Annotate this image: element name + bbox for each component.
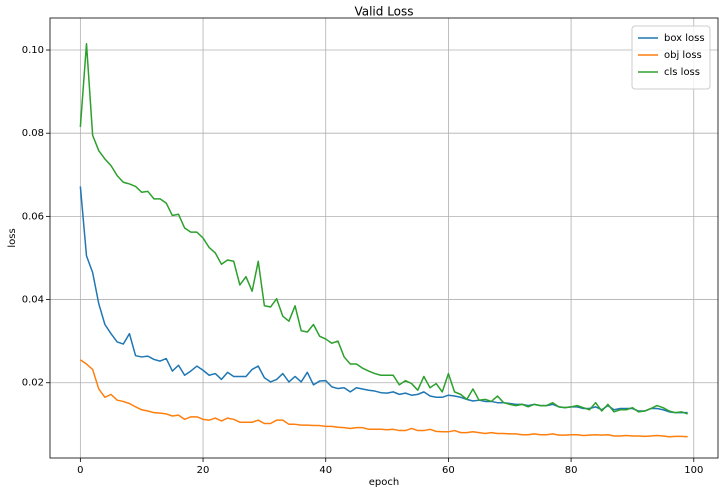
x-tick-label: 0	[77, 465, 83, 476]
x-axis-label: epoch	[369, 477, 399, 488]
series-line	[79, 359, 688, 438]
y-tick-label: 0.08	[22, 128, 44, 139]
x-tick-label: 80	[565, 465, 578, 476]
x-tick-label: 100	[684, 465, 703, 476]
legend-box	[631, 25, 711, 90]
y-tick-label: 0.04	[22, 295, 44, 306]
plot-frame	[49, 17, 719, 459]
y-tick-label: 0.02	[22, 378, 44, 389]
x-tick-label: 40	[319, 465, 332, 476]
x-tick-label: 60	[442, 465, 455, 476]
series-line	[79, 43, 688, 415]
y-tick-label: 0.06	[22, 211, 44, 222]
legend-label: box loss	[664, 33, 705, 44]
chart-title: Valid Loss	[354, 5, 413, 19]
legend-label: cls loss	[664, 67, 700, 78]
legend-label: obj loss	[664, 50, 702, 61]
x-tick-label: 20	[197, 465, 210, 476]
y-tick-label: 0.10	[22, 45, 44, 56]
y-axis-label: loss	[7, 228, 18, 247]
